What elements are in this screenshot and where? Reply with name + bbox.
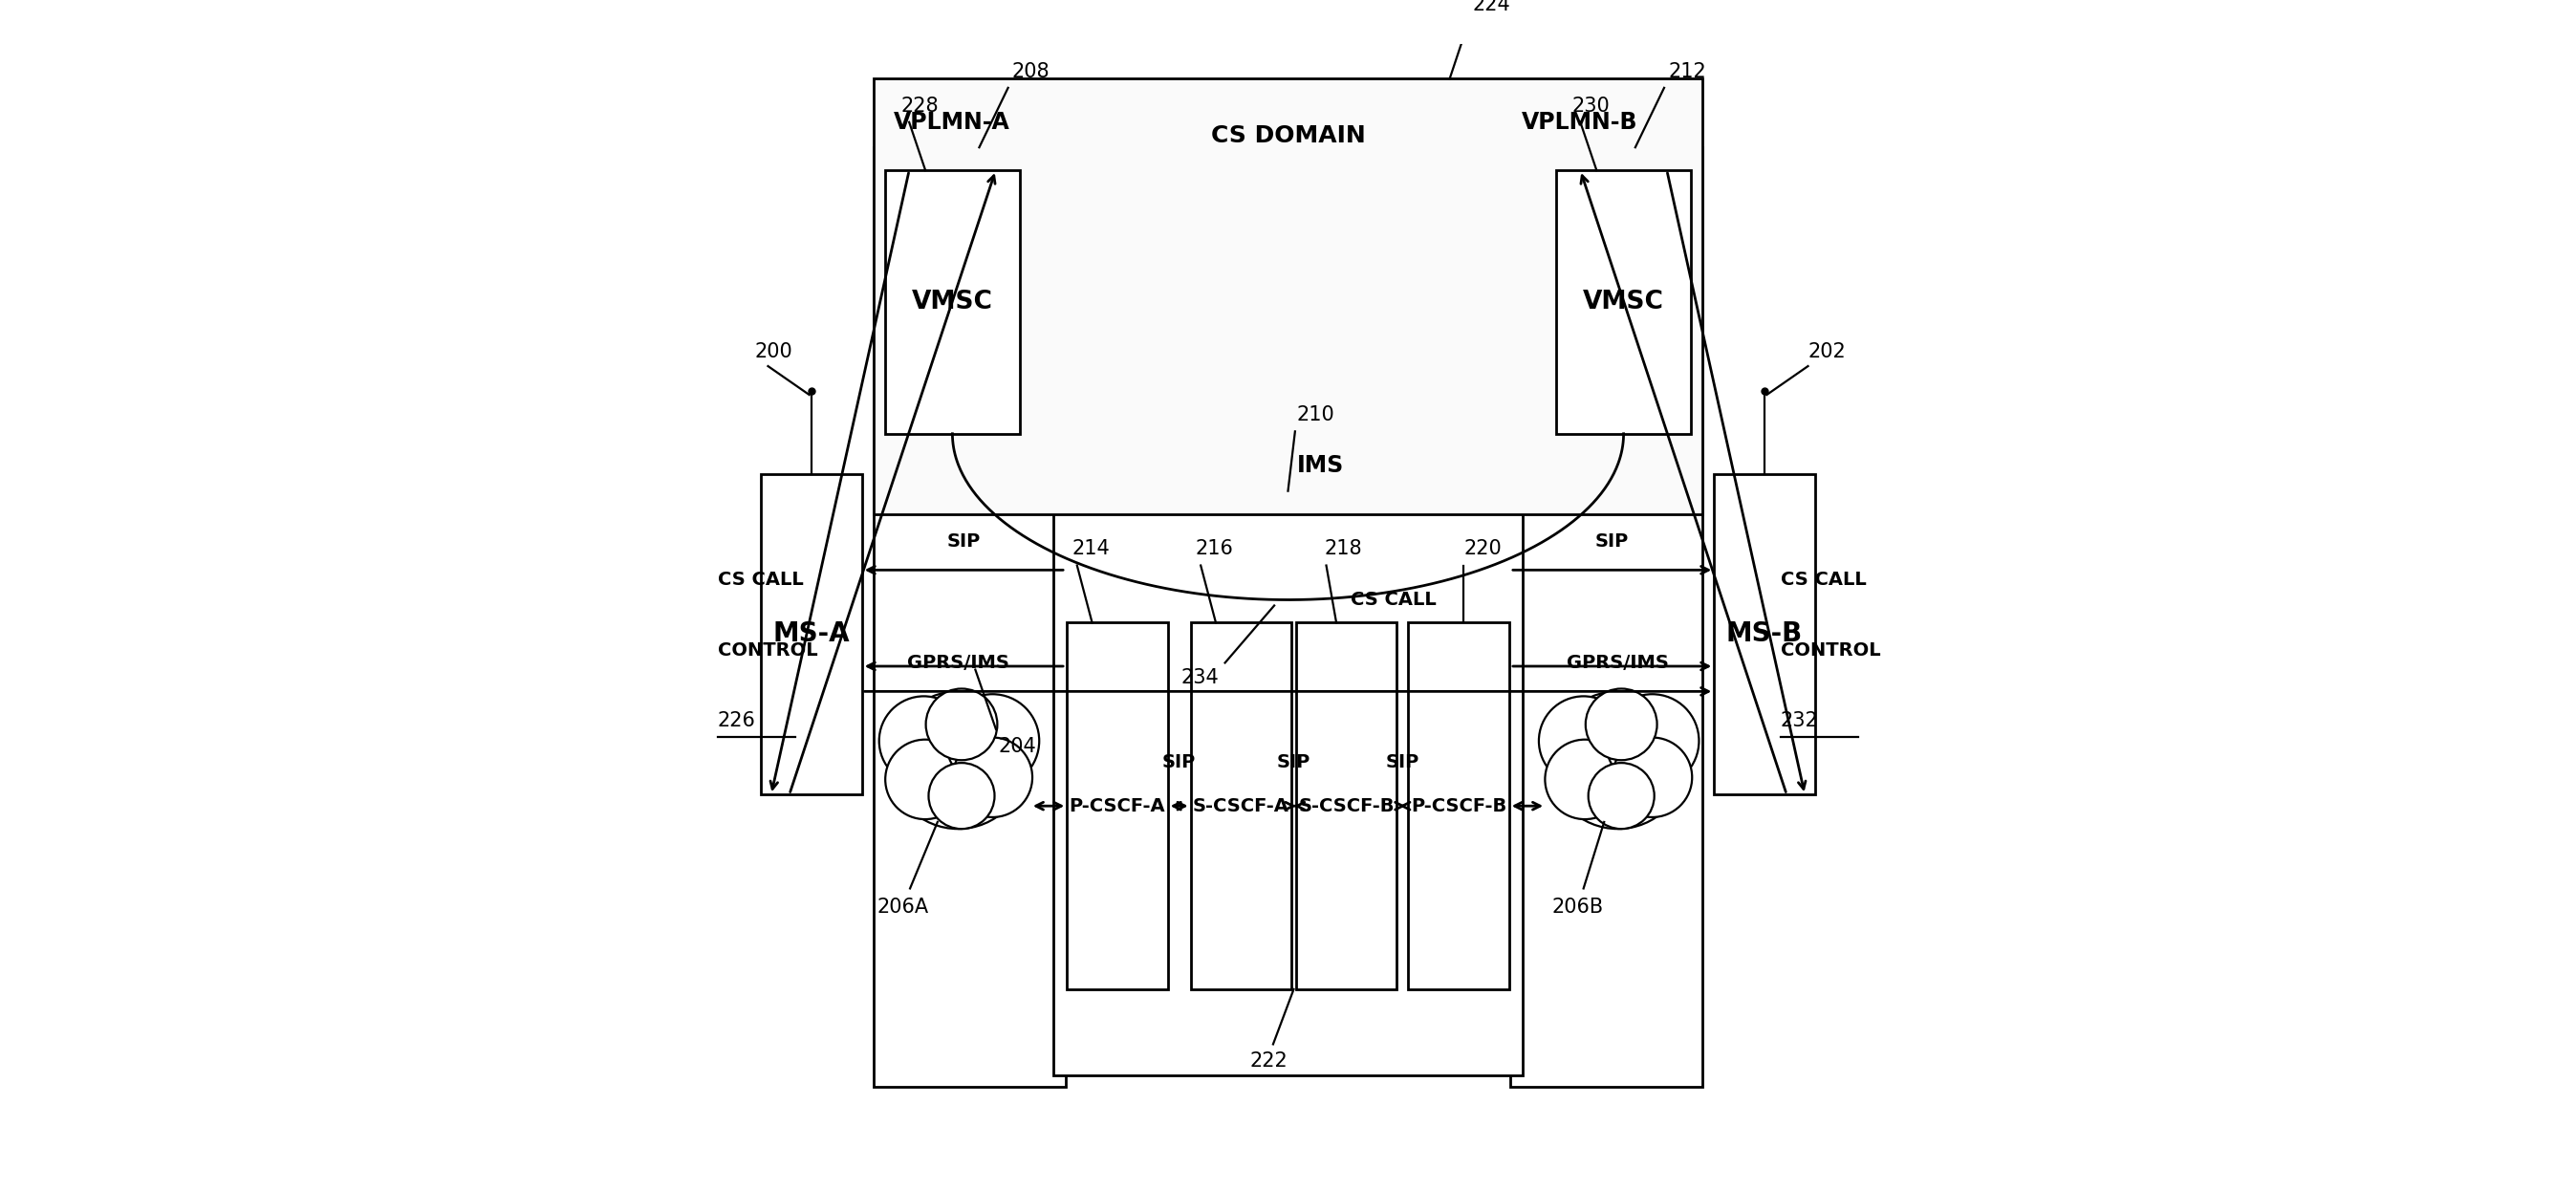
Bar bbox=[1066, 623, 1167, 990]
Bar bbox=[873, 79, 1703, 513]
Text: 202: 202 bbox=[1808, 343, 1847, 362]
Text: SIP: SIP bbox=[948, 532, 981, 550]
Circle shape bbox=[886, 740, 966, 819]
Text: 214: 214 bbox=[1072, 540, 1110, 559]
Circle shape bbox=[925, 688, 997, 760]
Text: SIP: SIP bbox=[1278, 754, 1311, 772]
Text: 206B: 206B bbox=[1551, 898, 1605, 917]
Text: 222: 222 bbox=[1249, 1052, 1288, 1071]
Text: 204: 204 bbox=[999, 737, 1036, 756]
Circle shape bbox=[878, 697, 969, 786]
Circle shape bbox=[1605, 694, 1700, 787]
Bar bbox=[1510, 148, 1703, 1086]
Bar bbox=[760, 474, 863, 794]
Text: SIP: SIP bbox=[1162, 754, 1195, 772]
Text: 228: 228 bbox=[902, 96, 938, 116]
Text: GPRS/IMS: GPRS/IMS bbox=[907, 654, 1010, 672]
Circle shape bbox=[1538, 697, 1628, 786]
Bar bbox=[1190, 623, 1291, 990]
Text: CS CALL: CS CALL bbox=[719, 570, 804, 588]
Bar bbox=[1713, 474, 1816, 794]
Text: 206A: 206A bbox=[878, 898, 930, 917]
Text: 216: 216 bbox=[1195, 540, 1234, 559]
Circle shape bbox=[1589, 763, 1654, 829]
Text: S-CSCF-B: S-CSCF-B bbox=[1298, 797, 1394, 815]
Bar bbox=[1296, 623, 1396, 990]
Text: 208: 208 bbox=[1012, 62, 1051, 81]
Bar bbox=[1054, 491, 1522, 1075]
Text: 200: 200 bbox=[755, 343, 793, 362]
Text: S-CSCF-A: S-CSCF-A bbox=[1193, 797, 1288, 815]
Text: CS CALL: CS CALL bbox=[1780, 570, 1865, 588]
Text: GPRS/IMS: GPRS/IMS bbox=[1566, 654, 1669, 672]
Text: 226: 226 bbox=[719, 711, 755, 730]
Text: SIP: SIP bbox=[1595, 532, 1628, 550]
Text: VMSC: VMSC bbox=[912, 289, 992, 314]
Text: MS-A: MS-A bbox=[773, 621, 850, 648]
Text: MS-B: MS-B bbox=[1726, 621, 1803, 648]
Text: 212: 212 bbox=[1669, 62, 1705, 81]
Text: P-CSCF-B: P-CSCF-B bbox=[1412, 797, 1507, 815]
Bar bbox=[1409, 623, 1510, 990]
Text: 234: 234 bbox=[1182, 668, 1218, 687]
Circle shape bbox=[945, 694, 1038, 787]
Text: CS DOMAIN: CS DOMAIN bbox=[1211, 125, 1365, 148]
Text: CONTROL: CONTROL bbox=[1780, 641, 1880, 660]
Bar bbox=[1556, 170, 1692, 434]
Text: SIP: SIP bbox=[1386, 754, 1419, 772]
Text: 224: 224 bbox=[1471, 0, 1510, 14]
Circle shape bbox=[1546, 740, 1625, 819]
Text: VMSC: VMSC bbox=[1584, 289, 1664, 314]
Bar bbox=[884, 170, 1020, 434]
Circle shape bbox=[889, 692, 1028, 829]
Circle shape bbox=[953, 737, 1033, 817]
Circle shape bbox=[1587, 688, 1656, 760]
Circle shape bbox=[1613, 737, 1692, 817]
Text: IMS: IMS bbox=[1298, 454, 1345, 478]
Circle shape bbox=[1548, 692, 1687, 829]
Text: CONTROL: CONTROL bbox=[719, 641, 817, 660]
Text: VPLMN-B: VPLMN-B bbox=[1522, 111, 1638, 133]
Bar bbox=[873, 148, 1066, 1086]
Text: P-CSCF-A: P-CSCF-A bbox=[1069, 797, 1164, 815]
Text: 218: 218 bbox=[1324, 540, 1363, 559]
Circle shape bbox=[927, 763, 994, 829]
Text: VPLMN-A: VPLMN-A bbox=[894, 111, 1010, 133]
Text: 232: 232 bbox=[1780, 711, 1819, 730]
Text: 210: 210 bbox=[1296, 405, 1334, 424]
Text: 230: 230 bbox=[1571, 96, 1610, 116]
Text: 220: 220 bbox=[1463, 540, 1502, 559]
Text: CS CALL: CS CALL bbox=[1350, 591, 1437, 609]
